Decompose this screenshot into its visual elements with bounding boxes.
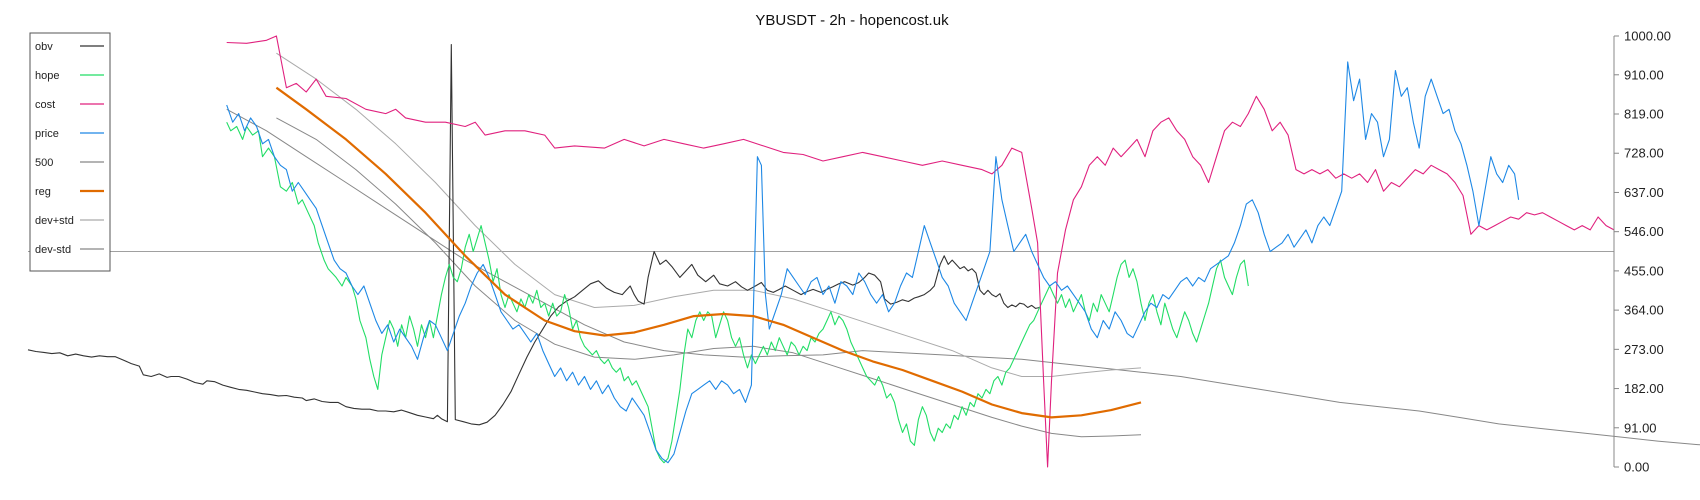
legend-box xyxy=(29,32,111,272)
chart-title: YBUSDT - 2h - hopencost.uk xyxy=(755,12,949,29)
y-tick-label: 546.00 xyxy=(1624,224,1664,239)
y-tick-label: 728.00 xyxy=(1624,146,1664,161)
legend-label-dev-std: dev-std xyxy=(35,244,71,256)
y-tick-label: 1000.00 xyxy=(1624,29,1671,44)
y-tick-label: 910.00 xyxy=(1624,67,1664,82)
legend-label-reg: reg xyxy=(35,186,51,198)
y-tick-label: 455.00 xyxy=(1624,263,1664,278)
y-tick-label: 182.00 xyxy=(1624,381,1664,396)
legend: obv hope cost price 500 reg dev+std dev-std xyxy=(29,32,111,272)
legend-label-hope: hope xyxy=(35,70,59,82)
series-line-dev-std xyxy=(276,117,1142,438)
legend-label-dev-std: dev+std xyxy=(35,215,74,227)
y-tick-label: 91.00 xyxy=(1624,420,1657,435)
plot-area xyxy=(27,35,1700,468)
legend-label-cost: cost xyxy=(35,99,55,111)
y-tick-label: 0.00 xyxy=(1624,460,1649,475)
y-tick-label: 364.00 xyxy=(1624,303,1664,318)
y-tick-label: 273.00 xyxy=(1624,342,1664,357)
series-line-cost xyxy=(226,35,1615,468)
y-tick-label: 819.00 xyxy=(1624,107,1664,122)
legend-label-500: 500 xyxy=(35,157,53,169)
legend-label-price: price xyxy=(35,128,59,140)
series-line-hope xyxy=(226,121,1249,464)
y-axis: 1000.00 910.00 819.00 728.00 637.00 546.00 455… xyxy=(1613,29,1671,475)
series-line-obv xyxy=(27,44,1040,426)
y-tick-label: 637.00 xyxy=(1624,185,1664,200)
series-line-dev-std xyxy=(276,52,1142,377)
series-line-500 xyxy=(226,108,1700,446)
legend-label-obv: obv xyxy=(35,41,53,53)
series-line-price xyxy=(226,61,1520,464)
series-line-reg xyxy=(275,86,1142,419)
